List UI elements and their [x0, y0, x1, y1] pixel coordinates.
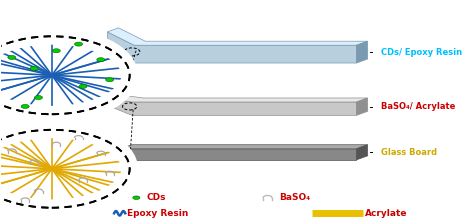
Text: Glass Board: Glass Board: [381, 148, 437, 157]
Circle shape: [74, 42, 82, 46]
Polygon shape: [121, 149, 356, 160]
Circle shape: [106, 78, 114, 82]
Text: Epoxy Resin: Epoxy Resin: [128, 209, 189, 218]
Circle shape: [133, 196, 140, 200]
Text: BaSO₄/ Acrylate: BaSO₄/ Acrylate: [381, 102, 456, 111]
Circle shape: [0, 36, 130, 114]
Text: Acrylate: Acrylate: [365, 209, 408, 218]
Polygon shape: [356, 145, 368, 160]
Circle shape: [97, 58, 105, 62]
Circle shape: [35, 95, 43, 99]
Circle shape: [52, 49, 60, 53]
Polygon shape: [108, 95, 368, 102]
Circle shape: [0, 130, 130, 208]
Polygon shape: [356, 41, 368, 63]
Polygon shape: [108, 99, 356, 115]
Polygon shape: [356, 98, 368, 115]
Circle shape: [21, 104, 29, 108]
Circle shape: [8, 56, 16, 59]
Circle shape: [30, 67, 38, 71]
Text: CDs: CDs: [146, 193, 165, 202]
Polygon shape: [121, 145, 368, 149]
Circle shape: [79, 84, 87, 88]
Polygon shape: [108, 28, 368, 45]
Text: BaSO₄: BaSO₄: [279, 193, 310, 202]
Polygon shape: [108, 32, 356, 63]
Text: CDs/ Epoxy Resin: CDs/ Epoxy Resin: [381, 48, 462, 57]
